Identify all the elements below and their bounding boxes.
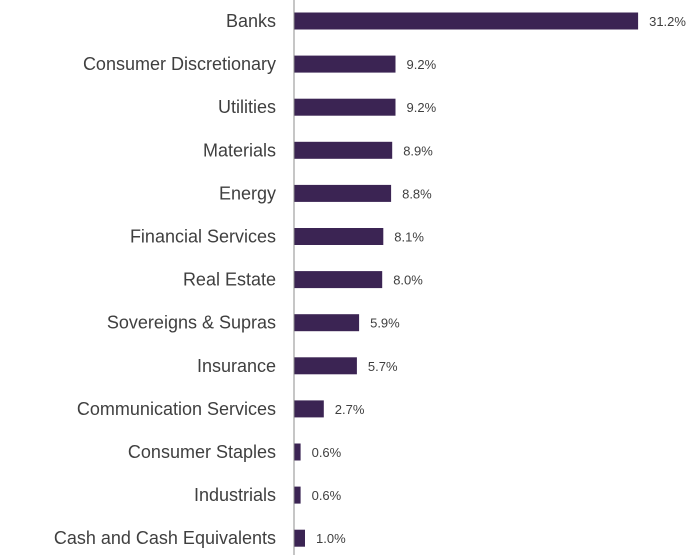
data-label: 5.9% bbox=[370, 316, 400, 331]
bar bbox=[294, 357, 357, 375]
data-label: 9.2% bbox=[407, 57, 437, 72]
data-label: 2.7% bbox=[335, 402, 365, 417]
bar bbox=[294, 400, 324, 418]
data-label: 8.9% bbox=[403, 143, 433, 158]
bar bbox=[294, 12, 639, 30]
bar bbox=[294, 529, 305, 547]
category-label: Real Estate bbox=[183, 270, 276, 290]
category-labels-layer: Banks Consumer Discretionary Utilities Mate… bbox=[54, 11, 276, 548]
category-label: Insurance bbox=[197, 356, 276, 376]
category-label: Consumer Discretionary bbox=[83, 54, 276, 74]
data-label: 0.6% bbox=[312, 488, 342, 503]
category-label: Sovereigns & Supras bbox=[107, 313, 276, 333]
category-label: Energy bbox=[219, 183, 276, 203]
category-label: Cash and Cash Equivalents bbox=[54, 528, 276, 548]
category-label: Consumer Staples bbox=[128, 442, 276, 462]
bar bbox=[294, 314, 360, 332]
data-label: 8.0% bbox=[393, 273, 423, 288]
category-label: Utilities bbox=[218, 97, 276, 117]
data-label: 31.2% bbox=[649, 14, 686, 29]
bar bbox=[294, 228, 384, 245]
category-label: Materials bbox=[203, 140, 276, 160]
data-label: 8.8% bbox=[402, 186, 432, 201]
bar bbox=[294, 98, 396, 116]
bar bbox=[294, 184, 392, 202]
data-label: 8.1% bbox=[394, 230, 424, 245]
category-label: Industrials bbox=[194, 485, 276, 505]
bar bbox=[294, 271, 383, 289]
bars-layer bbox=[294, 12, 639, 547]
data-label: 0.6% bbox=[312, 445, 342, 460]
bar bbox=[294, 55, 396, 73]
data-label: 5.7% bbox=[368, 359, 398, 374]
bar bbox=[294, 486, 301, 504]
category-label: Banks bbox=[226, 11, 276, 31]
bar bbox=[294, 141, 393, 159]
data-label: 9.2% bbox=[407, 100, 437, 115]
category-label: Financial Services bbox=[130, 227, 276, 247]
data-label: 1.0% bbox=[316, 531, 346, 546]
value-labels-layer: 31.2% 9.2% 9.2% 8.9% 8.8% 8.1% 8.0% 5.9% 5.7% 2.7… bbox=[312, 14, 687, 546]
bar bbox=[294, 443, 301, 461]
category-label: Communication Services bbox=[77, 399, 276, 419]
